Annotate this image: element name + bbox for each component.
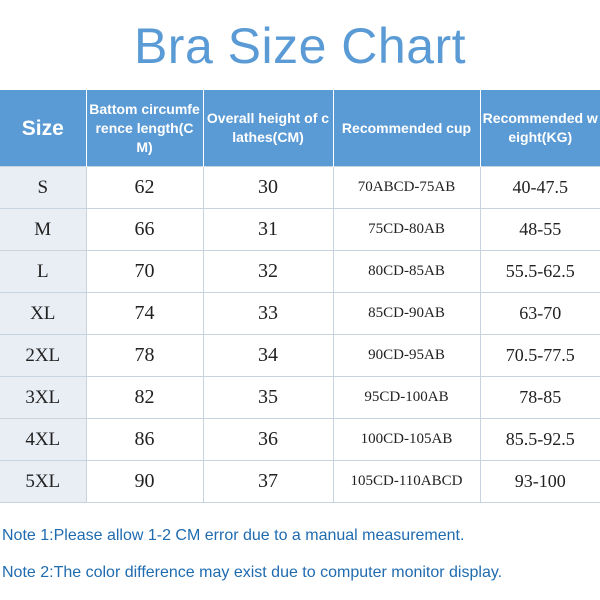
bottom-circumference-cell: 70 <box>85 250 204 293</box>
note-2: Note 2:The color difference may exist du… <box>2 564 503 581</box>
recommended-weight-cell: 85.5-92.5 <box>479 418 600 461</box>
overall-height-cell: 30 <box>202 166 334 209</box>
recommended-weight-cell: 63-70 <box>479 292 600 335</box>
table-row: L 70 32 80CD-85AB 55.5-62.5 <box>0 250 600 293</box>
table-header: Size Battom circumference length(CM) Ove… <box>0 90 600 167</box>
recommended-weight-cell: 70.5-77.5 <box>479 334 600 377</box>
overall-height-cell: 32 <box>202 250 334 293</box>
overall-height-cell: 34 <box>202 334 334 377</box>
size-cell: 3XL <box>0 376 87 419</box>
header-recommended-weight: Recommended weight(KG) <box>479 90 600 167</box>
table-row: XL 74 33 85CD-90AB 63-70 <box>0 292 600 335</box>
recommended-cup-cell: 90CD-95AB <box>332 334 481 377</box>
size-cell: 5XL <box>0 460 87 503</box>
page-title: Bra Size Chart <box>133 18 467 74</box>
recommended-cup-cell: 95CD-100AB <box>332 376 481 419</box>
recommended-cup-cell: 100CD-105AB <box>332 418 481 461</box>
recommended-weight-cell: 48-55 <box>479 208 600 251</box>
note-1: Note 1:Please allow 1-2 CM error due to … <box>2 527 465 544</box>
header-bottom-circumference: Battom circumference length(CM) <box>85 90 203 167</box>
size-cell: L <box>0 250 87 293</box>
table-row: S 62 30 70ABCD-75AB 40-47.5 <box>0 166 600 209</box>
header-row: Size Battom circumference length(CM) Ove… <box>0 90 600 167</box>
size-cell: XL <box>0 292 87 335</box>
bottom-circumference-cell: 86 <box>85 418 204 461</box>
recommended-cup-cell: 70ABCD-75AB <box>332 166 481 209</box>
size-cell: 4XL <box>0 418 87 461</box>
size-cell: S <box>0 166 87 209</box>
header-size: Size <box>0 90 86 167</box>
recommended-cup-cell: 85CD-90AB <box>332 292 481 335</box>
table-row: 5XL 90 37 105CD-110ABCD 93-100 <box>0 460 600 503</box>
bottom-circumference-cell: 74 <box>85 292 204 335</box>
header-overall-height: Overall height of clathes(CM) <box>202 90 333 167</box>
recommended-weight-cell: 55.5-62.5 <box>479 250 600 293</box>
bottom-circumference-cell: 90 <box>85 460 204 503</box>
bottom-circumference-cell: 62 <box>85 166 204 209</box>
overall-height-cell: 36 <box>202 418 334 461</box>
recommended-weight-cell: 93-100 <box>479 460 600 503</box>
header-recommended-cup: Recommended cup <box>332 90 480 167</box>
table-row: 2XL 78 34 90CD-95AB 70.5-77.5 <box>0 334 600 377</box>
recommended-weight-cell: 40-47.5 <box>479 166 600 209</box>
recommended-weight-cell: 78-85 <box>479 376 600 419</box>
size-chart-table: Size Battom circumference length(CM) Ove… <box>0 90 600 503</box>
overall-height-cell: 33 <box>202 292 334 335</box>
recommended-cup-cell: 105CD-110ABCD <box>332 460 481 503</box>
recommended-cup-cell: 80CD-85AB <box>332 250 481 293</box>
bottom-circumference-cell: 78 <box>85 334 204 377</box>
table-body: S 62 30 70ABCD-75AB 40-47.5 M 66 31 75CD-80AB 48-… <box>0 166 600 503</box>
recommended-cup-cell: 75CD-80AB <box>332 208 481 251</box>
table-row: M 66 31 75CD-80AB 48-55 <box>0 208 600 251</box>
overall-height-cell: 37 <box>202 460 334 503</box>
table-row: 4XL 86 36 100CD-105AB 85.5-92.5 <box>0 418 600 461</box>
table-row: 3XL 82 35 95CD-100AB 78-85 <box>0 376 600 419</box>
size-cell: M <box>0 208 87 251</box>
overall-height-cell: 31 <box>202 208 334 251</box>
overall-height-cell: 35 <box>202 376 334 419</box>
bottom-circumference-cell: 66 <box>85 208 204 251</box>
size-cell: 2XL <box>0 334 87 377</box>
bottom-circumference-cell: 82 <box>85 376 204 419</box>
